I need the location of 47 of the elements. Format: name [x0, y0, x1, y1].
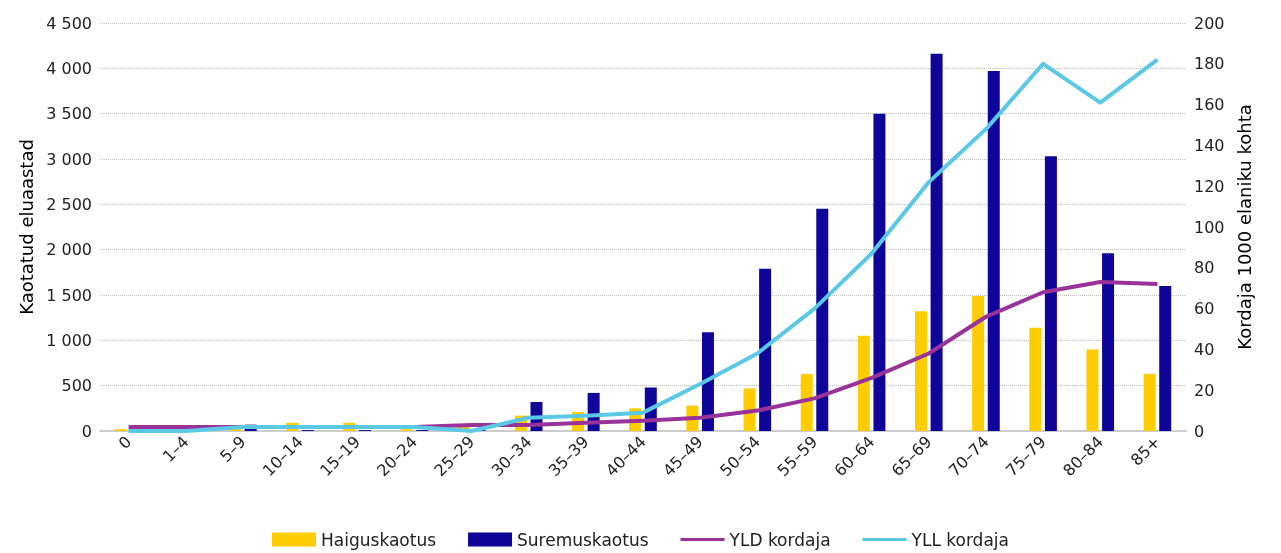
bar — [987, 71, 1000, 431]
y2-tick-label: 120 — [1194, 176, 1225, 196]
y-tick-label: 1 500 — [46, 285, 92, 305]
bar — [1143, 373, 1156, 431]
bar — [1159, 285, 1172, 431]
legend-label: YLD kordaja — [728, 529, 831, 550]
y2-tick-label: 140 — [1194, 135, 1225, 155]
y2-tick-label: 100 — [1194, 217, 1225, 237]
bar — [701, 332, 714, 431]
bar — [1044, 156, 1057, 431]
y-axis-title: Kaotatud eluaastad — [15, 139, 37, 315]
bar — [930, 53, 943, 431]
y-tick-label: 500 — [61, 376, 92, 396]
y-tick-label: 4 000 — [46, 58, 92, 78]
bar — [800, 373, 813, 431]
bar — [914, 311, 927, 431]
y2-tick-label: 200 — [1194, 13, 1225, 33]
y-tick-label: 1 000 — [46, 330, 92, 350]
y-tick-label: 2 500 — [46, 194, 92, 214]
y-tick-label: 4 500 — [46, 13, 92, 33]
y2-tick-label: 20 — [1194, 380, 1215, 400]
y2-tick-label: 40 — [1194, 339, 1215, 359]
bar — [972, 295, 985, 431]
bar — [1102, 253, 1115, 431]
bar — [743, 388, 756, 431]
y2-tick-label: 160 — [1194, 95, 1225, 115]
bar — [1029, 327, 1042, 431]
x-tick-label: 0 — [114, 432, 136, 453]
y-tick-label: 3 500 — [46, 104, 92, 124]
bar — [857, 335, 870, 431]
bar — [816, 208, 829, 431]
y2-axis-title: Kordaja 1000 elaniku kohta — [1233, 104, 1255, 350]
y2-tick-label: 180 — [1194, 54, 1225, 74]
bar — [1086, 349, 1099, 431]
bar — [873, 113, 886, 431]
bar — [759, 268, 772, 431]
y2-tick-label: 60 — [1194, 299, 1215, 319]
y2-tick-label: 80 — [1194, 258, 1215, 278]
y-tick-label: 3 000 — [46, 149, 92, 169]
legend-label: YLL kordaja — [910, 529, 1009, 550]
x-tick-label: 5–9 — [216, 432, 250, 466]
legend-label: Haiguskaotus — [321, 529, 437, 550]
x-tick-label: 85+ — [1126, 432, 1165, 470]
x-tick-label: 1–4 — [158, 432, 193, 466]
y-tick-label: 2 000 — [46, 240, 92, 260]
legend-label: Suremuskaotus — [517, 529, 649, 550]
line-series — [126, 57, 1160, 433]
